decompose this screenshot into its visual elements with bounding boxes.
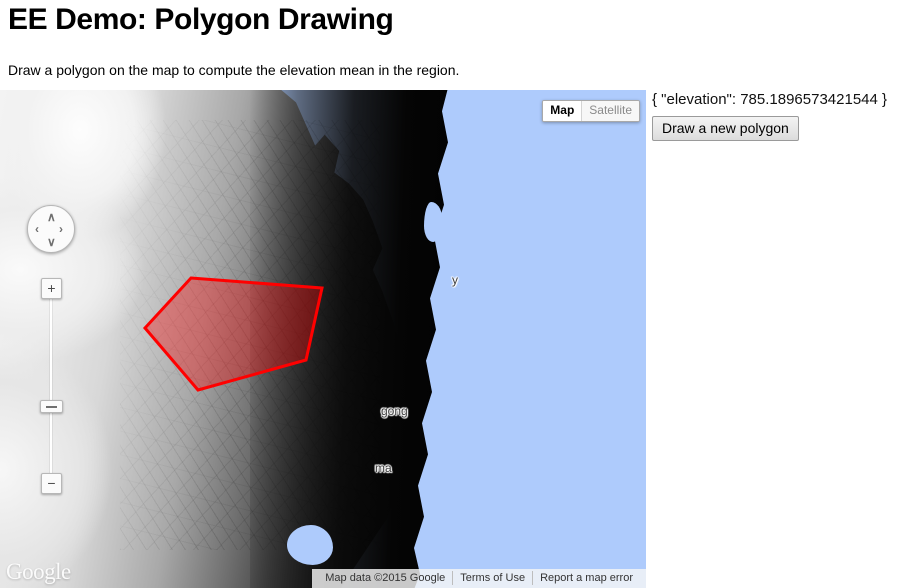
zoom-in-button[interactable]: +	[41, 278, 62, 299]
map-attribution-bar: Map data ©2015 Google Terms of Use Repor…	[312, 569, 646, 588]
drawn-polygon[interactable]	[142, 276, 324, 392]
pan-left-icon[interactable]: ‹	[35, 222, 39, 236]
zoom-out-button[interactable]: −	[41, 473, 62, 494]
attribution-terms-link[interactable]: Terms of Use	[452, 571, 532, 585]
map-type-control[interactable]: Map Satellite	[542, 100, 640, 122]
valley-texture	[120, 120, 380, 550]
lake-illawarra	[287, 525, 333, 565]
attribution-report-link[interactable]: Report a map error	[532, 571, 640, 585]
elevation-raster-layer	[0, 90, 646, 588]
map-type-map-button[interactable]: Map	[543, 101, 582, 121]
harbour-inlet	[424, 202, 442, 242]
draw-new-polygon-button[interactable]: Draw a new polygon	[652, 116, 799, 141]
coastal-escarpment	[250, 90, 450, 588]
drawn-polygon-overlay[interactable]	[0, 90, 646, 588]
page-subtitle: Draw a polygon on the map to compute the…	[8, 62, 460, 78]
elevation-result-output: { "elevation": 785.1896573421544 }	[652, 91, 888, 108]
page-title: EE Demo: Polygon Drawing	[8, 3, 394, 36]
map-canvas[interactable]: y gong ma Map Satellite ∧ ∨ ‹ › + − Goog…	[0, 90, 646, 588]
zoom-slider-track[interactable]	[50, 280, 52, 490]
pan-down-icon[interactable]: ∨	[47, 235, 56, 249]
side-panel: { "elevation": 785.1896573421544 } Draw …	[652, 90, 910, 141]
zoom-slider-handle[interactable]	[40, 400, 63, 413]
pan-control[interactable]: ∧ ∨ ‹ ›	[27, 205, 75, 253]
google-logo-watermark: Google	[6, 559, 71, 584]
pan-up-icon[interactable]: ∧	[47, 210, 56, 224]
attribution-map-data: Map data ©2015 Google	[325, 572, 446, 584]
map-type-satellite-button[interactable]: Satellite	[581, 101, 639, 121]
pan-right-icon[interactable]: ›	[59, 222, 63, 236]
